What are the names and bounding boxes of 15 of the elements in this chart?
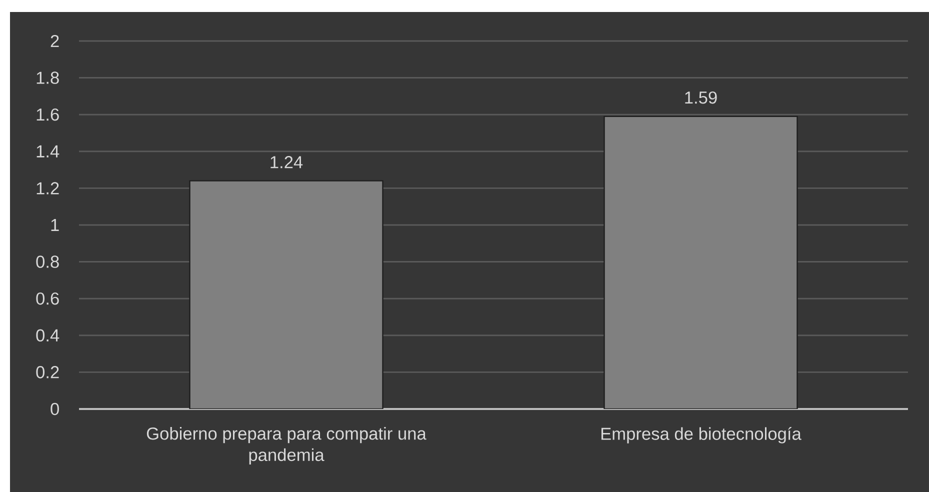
- y-tick-label: 1.2: [36, 182, 59, 194]
- y-tick-label: 0.2: [36, 366, 59, 378]
- x-tick-label: Gobierno prepara para compatir una pandemia: [146, 427, 426, 465]
- y-tick-label: 0.4: [36, 329, 60, 342]
- data-label: 1.59: [685, 91, 717, 104]
- y-tick-label: 0: [50, 402, 59, 416]
- y-tick-label: 0.8: [36, 256, 59, 268]
- x-tick-label: Empresa de biotecnología: [601, 427, 802, 444]
- y-tick-label: 1.6: [36, 108, 59, 121]
- y-tick-label: 1.8: [36, 72, 59, 84]
- data-label: 1.24: [270, 156, 303, 168]
- y-tick-label: 0.6: [36, 292, 59, 305]
- y-tick-label: 1.4: [36, 145, 60, 158]
- y-tick-label: 2: [50, 34, 59, 48]
- y-tick-label: 1: [51, 219, 59, 231]
